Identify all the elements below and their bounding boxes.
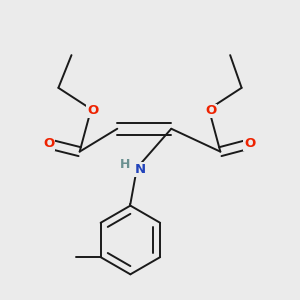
Text: N: N bbox=[135, 163, 146, 176]
Text: O: O bbox=[87, 104, 98, 117]
Text: O: O bbox=[244, 137, 255, 150]
Text: H: H bbox=[120, 158, 131, 171]
Text: O: O bbox=[205, 104, 216, 117]
Text: O: O bbox=[43, 137, 54, 150]
